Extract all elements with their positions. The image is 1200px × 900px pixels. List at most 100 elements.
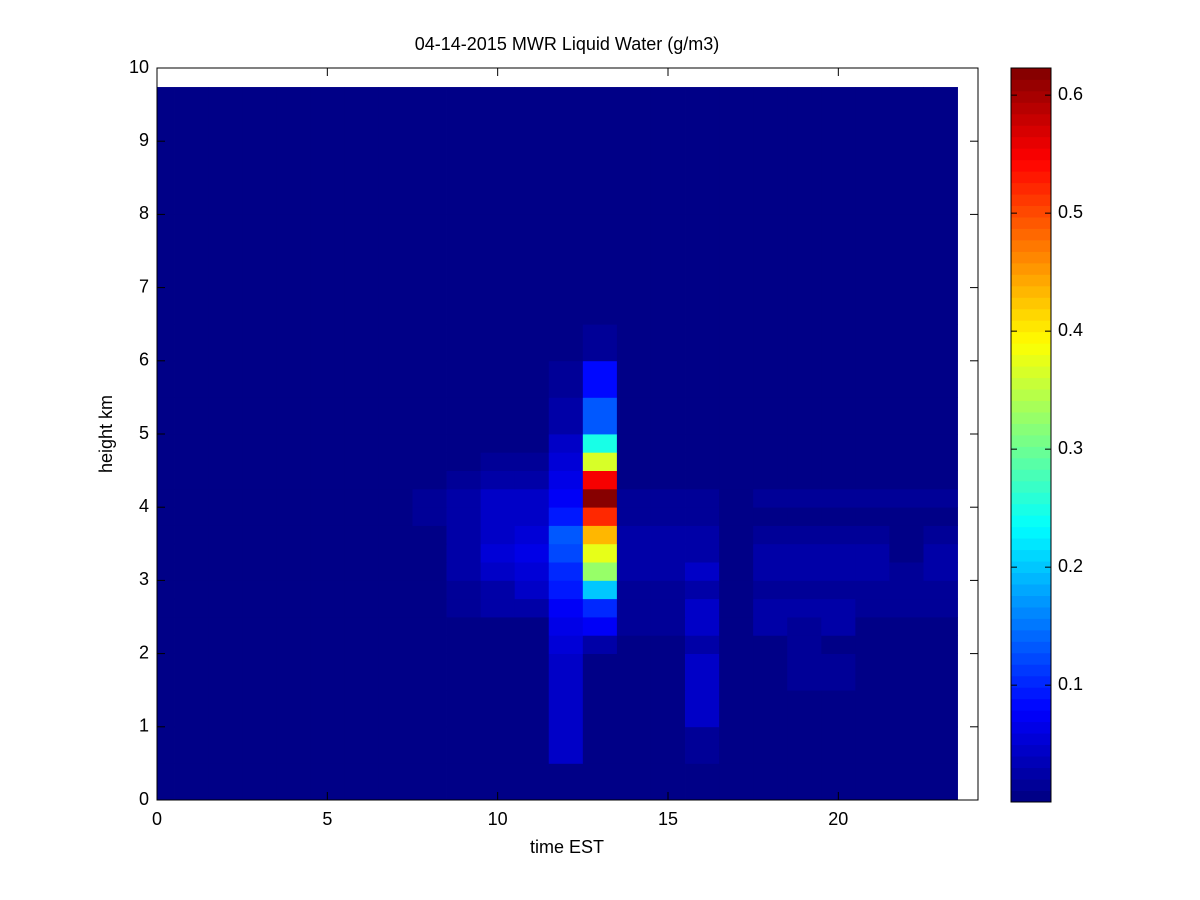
heat-cell	[855, 763, 890, 801]
colorbar-segment	[1011, 721, 1051, 734]
heat-cell	[412, 360, 447, 398]
colorbar-segment	[1011, 790, 1051, 803]
heat-cell	[157, 452, 175, 471]
heat-cell	[787, 488, 822, 508]
heat-cell	[412, 488, 447, 508]
heat-cell	[548, 452, 584, 471]
heat-cell	[821, 360, 856, 398]
heat-cell	[582, 87, 618, 215]
colorbar-segment	[1011, 698, 1051, 711]
heat-cell	[685, 525, 720, 545]
heat-cell	[582, 653, 618, 691]
heat-cell	[174, 543, 209, 563]
heat-cell	[923, 525, 958, 545]
heat-cell	[582, 580, 618, 600]
heat-cell	[685, 726, 720, 764]
heat-cell	[480, 635, 516, 654]
heat-cell	[855, 470, 890, 490]
heat-cell	[889, 434, 924, 453]
heat-cell	[821, 87, 856, 215]
heat-cell	[685, 452, 720, 471]
colorbar-segment	[1011, 125, 1051, 138]
heat-cell	[378, 726, 413, 764]
heat-cell	[344, 397, 379, 435]
heat-cell	[616, 562, 652, 581]
heat-cell	[889, 617, 924, 636]
heat-cell	[446, 617, 482, 636]
heat-cell	[787, 470, 822, 490]
heat-cell	[276, 562, 311, 581]
heat-cell	[480, 470, 516, 490]
heat-cell	[157, 543, 175, 563]
heat-cell	[923, 763, 958, 801]
colorbar-segment	[1011, 274, 1051, 287]
heat-cell	[548, 617, 584, 636]
heat-cell	[174, 324, 209, 362]
heat-cell	[514, 397, 550, 435]
heat-cell	[582, 324, 618, 362]
heat-cell	[412, 617, 447, 636]
heat-cell	[650, 452, 686, 471]
heat-cell	[344, 580, 379, 600]
colorbar-segment	[1011, 343, 1051, 356]
colorbar-segment	[1011, 194, 1051, 207]
heat-cell	[310, 562, 345, 581]
heat-cell	[276, 452, 311, 471]
heat-cell	[685, 434, 720, 453]
heat-cell	[719, 617, 754, 636]
heat-cell	[719, 214, 754, 325]
colorbar-segment	[1011, 297, 1051, 310]
heat-cell	[787, 726, 822, 764]
heat-cell	[855, 690, 890, 728]
heat-cell	[344, 488, 379, 508]
heat-cell	[208, 635, 243, 654]
heat-cell	[548, 360, 584, 398]
heat-cell	[242, 543, 277, 563]
heat-cell	[685, 653, 720, 691]
heat-cell	[242, 470, 277, 490]
heat-cell	[514, 726, 550, 764]
heat-cell	[855, 525, 890, 545]
heat-cell	[787, 507, 822, 526]
heat-cell	[412, 324, 447, 362]
heat-cell	[157, 470, 175, 490]
heat-cell	[276, 763, 311, 801]
heat-cell	[174, 507, 209, 526]
heat-cell	[855, 653, 890, 691]
heat-cell	[378, 562, 413, 581]
heat-cell	[889, 598, 924, 618]
heat-cell	[548, 653, 584, 691]
heat-cell	[923, 452, 958, 471]
colorbar-segment	[1011, 205, 1051, 218]
heat-cell	[719, 434, 754, 453]
heat-cell	[582, 470, 618, 490]
heat-cell	[855, 617, 890, 636]
colorbar-segment	[1011, 90, 1051, 103]
heat-cell	[344, 214, 379, 325]
colorbar-segment	[1011, 572, 1051, 585]
heat-cell	[787, 763, 822, 801]
colorbar-segment	[1011, 159, 1051, 172]
heat-cell	[582, 434, 618, 453]
heat-cell	[276, 525, 311, 545]
heat-cell	[378, 397, 413, 435]
colorbar-segment	[1011, 584, 1051, 596]
heat-cell	[378, 598, 413, 618]
heat-cell	[616, 214, 652, 325]
colorbar-segment	[1011, 366, 1051, 379]
heat-cell	[157, 635, 175, 654]
heat-cell	[514, 763, 550, 801]
heat-cell	[821, 635, 856, 654]
heat-cell	[174, 434, 209, 453]
heat-cell	[514, 324, 550, 362]
heat-cell	[242, 525, 277, 545]
heat-cell	[855, 397, 890, 435]
heat-cell	[923, 598, 958, 618]
heat-cell	[719, 507, 754, 526]
heat-cell	[310, 598, 345, 618]
heat-cell	[889, 763, 924, 801]
heat-cell	[174, 562, 209, 581]
heat-cell	[753, 598, 788, 618]
